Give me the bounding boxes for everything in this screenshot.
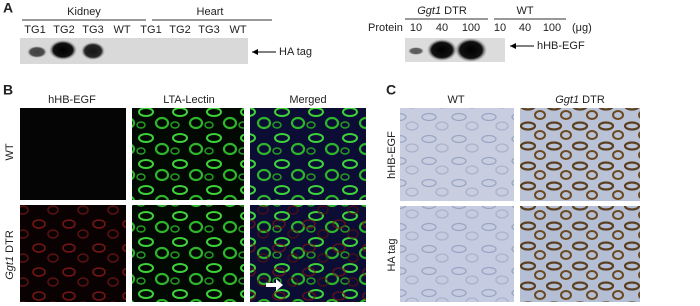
micrographs bbox=[400, 108, 640, 302]
blot-band bbox=[455, 38, 487, 62]
micrograph-signal bbox=[20, 205, 126, 302]
panel-label: A bbox=[3, 0, 13, 16]
micrograph-signal bbox=[520, 206, 640, 302]
blot-band bbox=[27, 46, 47, 58]
lane-label: 100 bbox=[543, 22, 561, 34]
column-label: LTA-Lectin bbox=[163, 94, 215, 106]
lane-label: 10 bbox=[410, 22, 422, 34]
gene: Ggt1 bbox=[4, 256, 16, 280]
gene: Ggt1 bbox=[417, 5, 441, 17]
group-label: WT bbox=[516, 5, 533, 17]
arrow-head bbox=[252, 49, 258, 55]
arrow bbox=[266, 279, 283, 291]
lane-label: TG1 bbox=[24, 24, 45, 36]
micrograph-signal bbox=[132, 205, 244, 302]
lane-label: 40 bbox=[436, 22, 448, 34]
column-label: Ggt1 DTR bbox=[555, 94, 605, 106]
suffix: DTR bbox=[582, 94, 605, 106]
lane-label: 100 bbox=[462, 22, 480, 34]
micrograph-signal bbox=[520, 108, 640, 201]
band-label: hHB-EGF bbox=[537, 40, 585, 52]
blot-band bbox=[408, 47, 424, 55]
column-label: Merged bbox=[289, 94, 326, 106]
gene: Ggt1 bbox=[555, 94, 579, 106]
column-label: WT bbox=[447, 94, 464, 106]
micrograph-signal bbox=[250, 108, 366, 200]
row-label: hHB-EGF bbox=[386, 131, 398, 179]
unit: (μg) bbox=[572, 22, 592, 34]
panel-label: B bbox=[3, 82, 13, 98]
blot-band bbox=[427, 39, 457, 61]
lane-label: TG2 bbox=[53, 24, 74, 36]
micrograph-signal bbox=[132, 108, 244, 200]
arrow-head bbox=[510, 43, 516, 49]
lane-label: WT bbox=[113, 24, 130, 36]
lane-label: TG3 bbox=[82, 24, 103, 36]
column-label: hHB-EGF bbox=[48, 94, 96, 106]
panel-label: C bbox=[386, 82, 396, 98]
row-label: HA tag bbox=[386, 238, 398, 271]
blot-band bbox=[81, 42, 105, 60]
group-label: Ggt1 DTR bbox=[417, 5, 467, 17]
lane-label: TG3 bbox=[198, 24, 219, 36]
micrographs bbox=[20, 108, 366, 302]
micrograph-signal bbox=[400, 108, 514, 201]
row-label: Protein bbox=[368, 22, 403, 34]
micrograph-signal bbox=[250, 205, 366, 302]
micrograph bbox=[20, 108, 126, 200]
suffix: DTR bbox=[444, 5, 467, 17]
lane-label: 10 bbox=[494, 22, 506, 34]
band-label: HA tag bbox=[279, 46, 312, 58]
lane-label: WT bbox=[229, 24, 246, 36]
micrograph-signal bbox=[400, 206, 514, 302]
blot-band bbox=[49, 40, 77, 60]
row-label: WT bbox=[4, 143, 16, 160]
lane-label: TG2 bbox=[169, 24, 190, 36]
lane-label: 40 bbox=[519, 22, 531, 34]
row-label: Ggt1 DTR bbox=[4, 230, 16, 280]
suffix: DTR bbox=[4, 230, 16, 253]
group-label: Heart bbox=[197, 6, 224, 18]
group-label: Kidney bbox=[67, 6, 101, 18]
lane-label: TG1 bbox=[140, 24, 161, 36]
